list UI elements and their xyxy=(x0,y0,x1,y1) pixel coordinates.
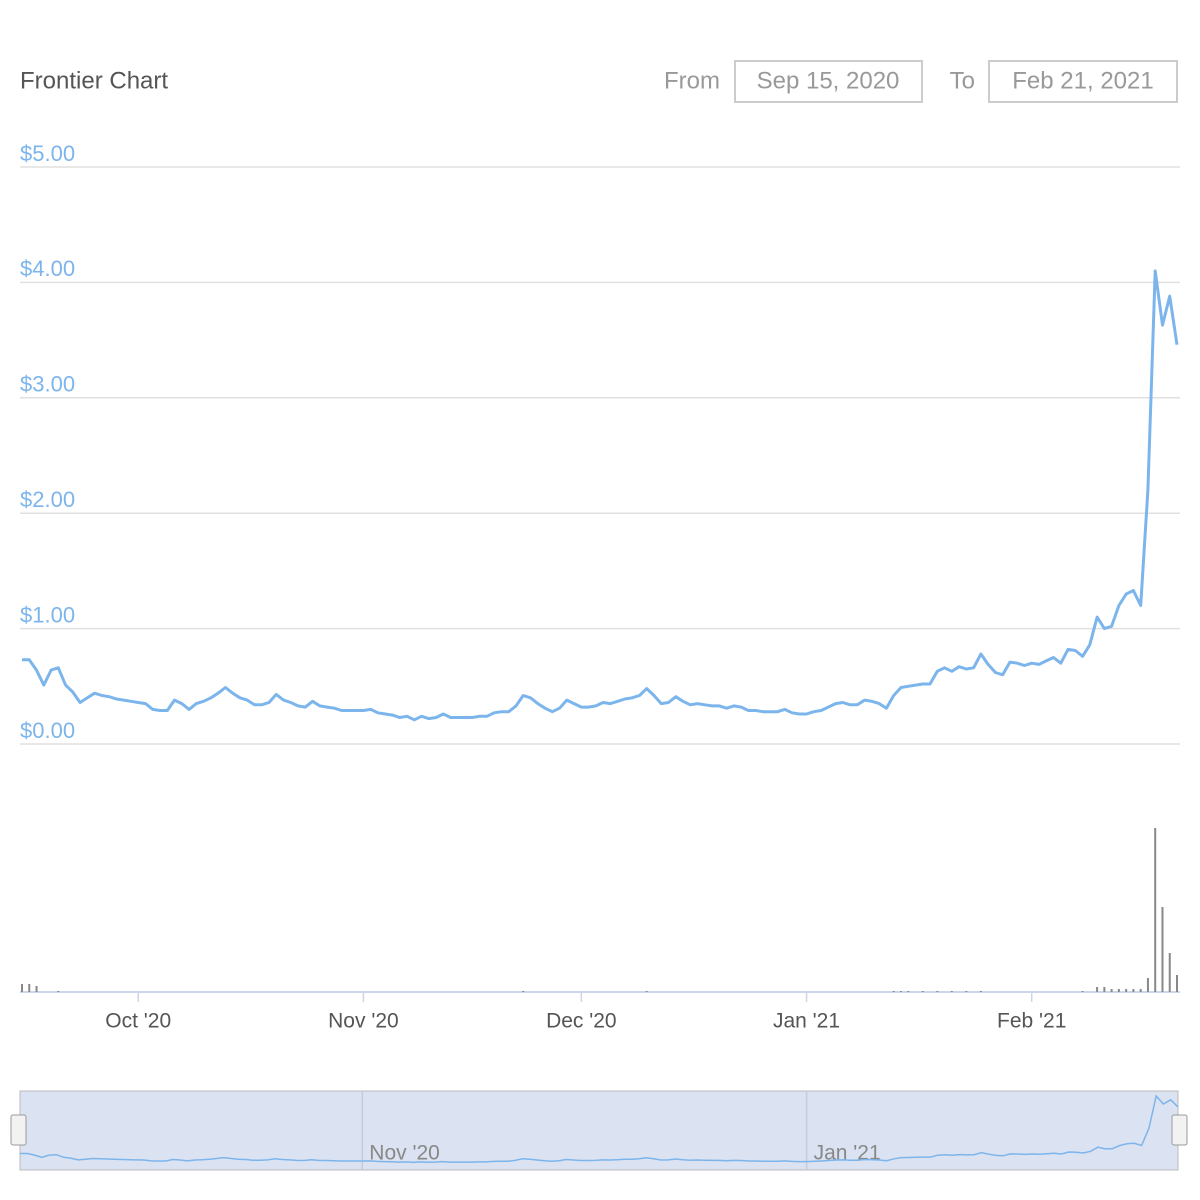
volume-bar xyxy=(1117,989,1120,992)
volume-bar xyxy=(1125,989,1128,992)
volume-bar xyxy=(899,991,902,992)
volume-bar xyxy=(1096,987,1099,992)
volume-bar xyxy=(936,991,939,992)
y-tick-label: $1.00 xyxy=(20,602,75,627)
x-tick-label: Nov '20 xyxy=(328,1010,399,1033)
volume-bar xyxy=(28,984,31,992)
volume-bar xyxy=(1139,989,1142,992)
chart-title: Frontier Chart xyxy=(20,67,168,94)
to-label: To xyxy=(950,67,975,94)
x-tick-label: Oct '20 xyxy=(105,1010,171,1033)
x-tick-label: Dec '20 xyxy=(546,1010,617,1033)
navigator-label: Jan '21 xyxy=(814,1142,881,1165)
volume-bar xyxy=(979,991,982,992)
volume-bar xyxy=(965,991,968,992)
volume-bar xyxy=(950,991,953,992)
x-tick-label: Feb '21 xyxy=(997,1010,1066,1033)
volume-bar xyxy=(1110,989,1113,992)
navigator-handle-left[interactable] xyxy=(10,1114,27,1146)
volume-bar xyxy=(1161,907,1164,992)
volume-bar xyxy=(1154,828,1157,992)
volume-bar xyxy=(1176,975,1178,992)
volume-bar xyxy=(1132,989,1135,992)
y-tick-label: $4.00 xyxy=(20,256,75,281)
volume-bar xyxy=(522,991,525,992)
volume-bar xyxy=(1146,978,1149,992)
y-tick-label: $2.00 xyxy=(20,487,75,512)
navigator-handle-right[interactable] xyxy=(1171,1114,1188,1146)
volume-bar xyxy=(921,991,924,992)
volume-bar xyxy=(21,984,23,992)
to-input[interactable] xyxy=(988,60,1178,103)
volume-bar xyxy=(1168,953,1171,992)
x-tick-label: Jan '21 xyxy=(773,1010,840,1033)
from-date[interactable]: Sep 15, 2020 xyxy=(757,67,900,94)
y-tick-label: $5.00 xyxy=(20,141,75,166)
volume-bar xyxy=(645,991,648,992)
volume-bar xyxy=(35,986,38,992)
navigator-label: Nov '20 xyxy=(369,1142,440,1165)
volume-bar xyxy=(57,991,60,992)
price-line xyxy=(22,269,1179,722)
y-tick-label: $3.00 xyxy=(20,372,75,397)
from-input[interactable] xyxy=(734,60,923,103)
volume-bar xyxy=(1081,991,1084,992)
volume-bar xyxy=(907,991,910,992)
to-date[interactable]: Feb 21, 2021 xyxy=(1012,67,1153,94)
from-label: From xyxy=(664,67,720,94)
navigator[interactable] xyxy=(19,1090,1179,1171)
volume-bar xyxy=(1103,987,1106,992)
volume-bar xyxy=(892,991,895,992)
y-tick-label: $0.00 xyxy=(20,718,75,743)
navigator-line xyxy=(20,1094,1179,1164)
